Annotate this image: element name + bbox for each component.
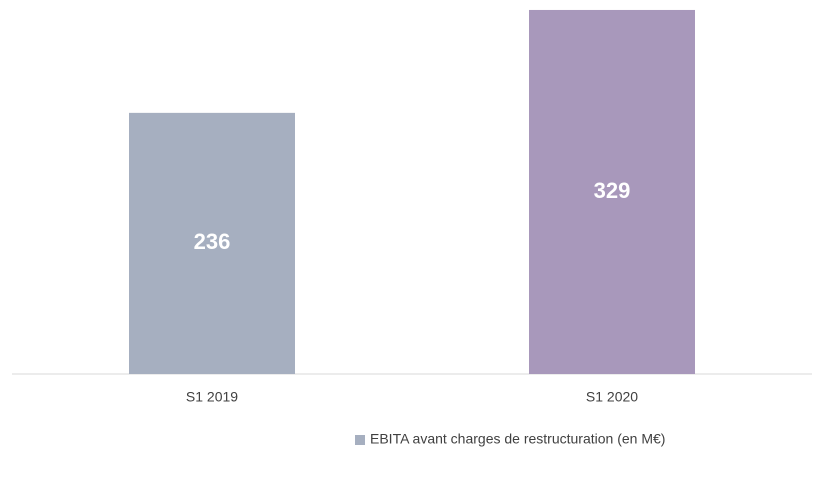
data-label: 329 xyxy=(594,178,631,203)
bar xyxy=(129,112,295,375)
data-label: 236 xyxy=(194,229,231,254)
legend-swatch xyxy=(355,435,365,445)
x-tick-label: S1 2019 xyxy=(186,389,238,405)
x-tick-label: S1 2020 xyxy=(586,389,638,405)
legend-label: EBITA avant charges de restructuration (… xyxy=(370,431,665,447)
bar xyxy=(529,9,695,374)
